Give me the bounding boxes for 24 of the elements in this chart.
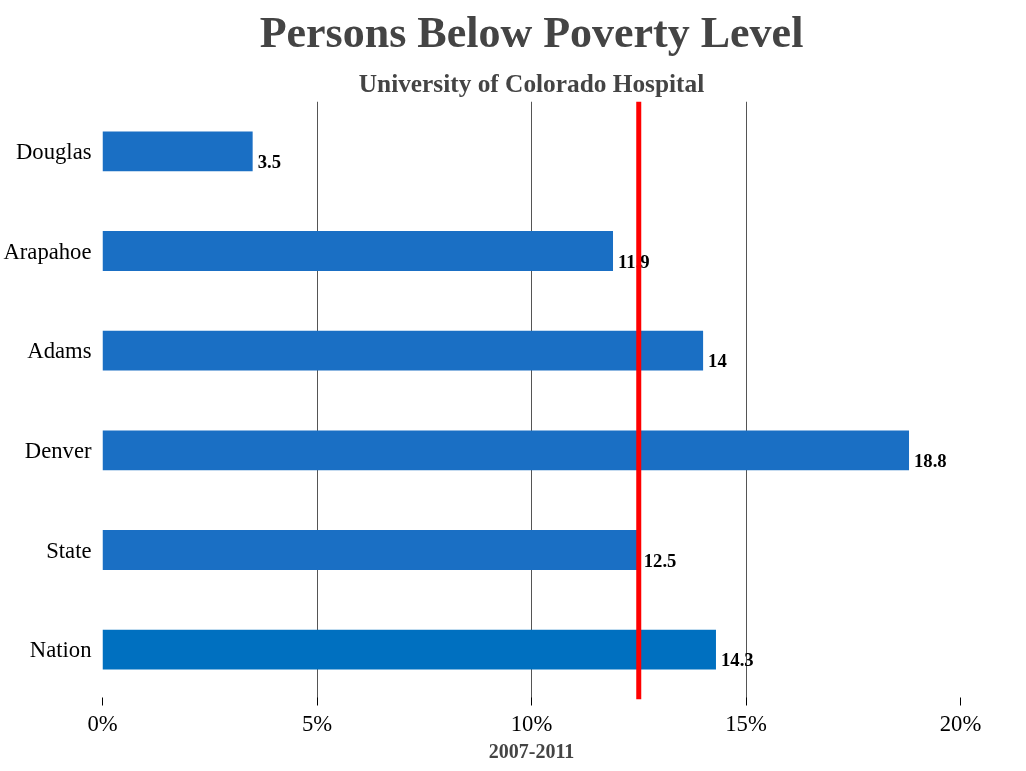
bar [102, 430, 910, 471]
bar [102, 231, 614, 271]
y-tick-label: Douglas [15, 138, 92, 164]
x-axis-title: 2007-2011 [488, 739, 575, 762]
chart-subtitle: University of Colorado Hospital [358, 68, 705, 97]
x-tick-label: 10% [510, 710, 553, 736]
data-label: 3.5 [257, 150, 281, 172]
data-label: 12.5 [643, 549, 677, 571]
bar [102, 131, 253, 172]
data-label: 18.8 [914, 449, 947, 471]
x-tick-label: 20% [939, 710, 982, 736]
bar [102, 629, 716, 670]
bar [102, 530, 639, 570]
y-tick-label: Nation [29, 637, 92, 663]
chart-title: Persons Below Poverty Level [259, 7, 804, 57]
y-tick-label: Denver [24, 437, 92, 463]
data-label: 14 [708, 350, 727, 372]
x-tick-label: 15% [725, 710, 767, 736]
bar [102, 330, 704, 371]
y-tick-label: State [46, 537, 92, 563]
y-tick-label: Adams [27, 338, 92, 364]
x-tick-label: 0% [87, 710, 118, 736]
x-tick-label: 5% [301, 710, 333, 736]
y-tick-label: Arapahoe [3, 238, 92, 264]
